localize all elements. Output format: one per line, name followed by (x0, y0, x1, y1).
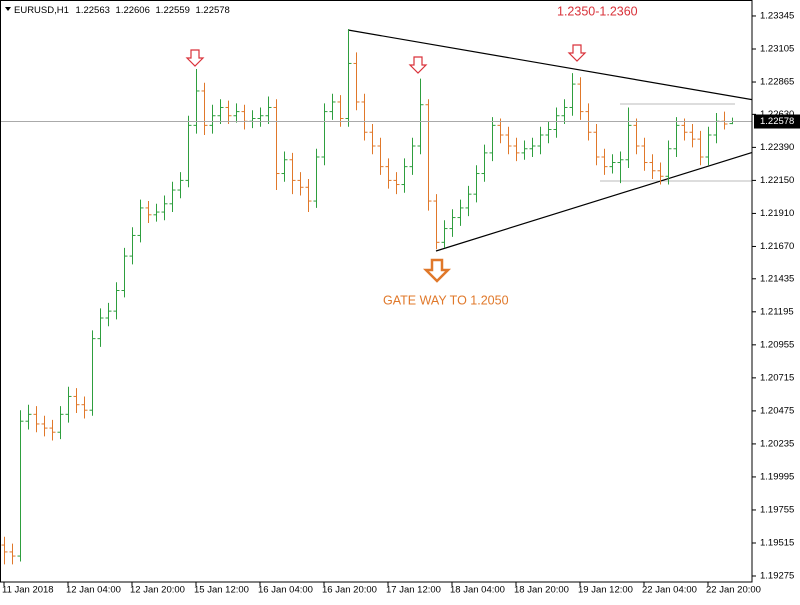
y-tick-label: 1.21670 (760, 241, 794, 252)
high: 1.22606 (116, 5, 150, 16)
x-tick-label: 22 Jan 20:00 (706, 585, 761, 596)
arrows (185, 44, 587, 74)
close: 1.22578 (196, 5, 230, 16)
y-tick-label: 1.19515 (760, 538, 794, 549)
y-tick-label: 1.19755 (760, 504, 794, 515)
x-tick-label: 12 Jan 04:00 (66, 585, 121, 596)
x-tick-label: 18 Jan 20:00 (514, 585, 569, 596)
x-tick-label: 18 Jan 04:00 (450, 585, 505, 596)
y-tick-label: 1.21195 (760, 306, 794, 317)
y-tick-label: 1.22630 (760, 109, 794, 120)
annotation: GATE WAY TO 1.2050 (383, 293, 509, 307)
header: EURUSD,H1 1.22563 1.22606 1.22559 1.2257… (14, 5, 230, 16)
down-arrow (408, 56, 428, 74)
y-tick-label: 1.20955 (760, 339, 794, 350)
big-down-arrow (422, 258, 452, 283)
y-tick-label: 1.20715 (760, 372, 794, 383)
down-arrow (567, 44, 587, 62)
y-tick-label: 1.20475 (760, 405, 794, 416)
plot-border (0, 0, 753, 583)
y-tick-label: 1.22150 (760, 175, 794, 186)
trend-line (435, 151, 752, 252)
y-tick-label: 1.21435 (760, 273, 794, 284)
x-tick-label: 16 Jan 20:00 (322, 585, 377, 596)
x-tick-label: 22 Jan 04:00 (642, 585, 697, 596)
symbol: EURUSD,H1 (14, 5, 69, 16)
x-tick-label: 19 Jan 12:00 (578, 585, 633, 596)
down-arrow (185, 49, 205, 67)
y-tick-label: 1.22390 (760, 142, 794, 153)
low: 1.22559 (156, 5, 190, 16)
y-tick-label: 1.23345 (760, 10, 794, 21)
y-tick-label: 1.19275 (760, 571, 794, 582)
open: 1.22563 (76, 5, 110, 16)
plot-area (0, 29, 752, 565)
x-tick-label: 15 Jan 12:00 (194, 585, 249, 596)
x-tick-label: 16 Jan 04:00 (258, 585, 313, 596)
annotation: 1.2350-1.2360 (557, 4, 638, 18)
header-icon (5, 7, 11, 11)
x-tick-label: 11 Jan 2018 (2, 585, 54, 596)
x-tick-label: 17 Jan 12:00 (386, 585, 441, 596)
y-tick-label: 1.21910 (760, 208, 794, 219)
y-tick-label: 1.22865 (760, 77, 794, 88)
x-tick-label: 12 Jan 20:00 (130, 585, 185, 596)
y-tick-label: 1.23105 (760, 44, 794, 55)
y-tick-label: 1.20235 (760, 438, 794, 449)
price-label: 1.22578 (760, 116, 794, 127)
price-box (754, 114, 800, 129)
y-tick-label: 1.19995 (760, 471, 794, 482)
trend-line (347, 29, 752, 101)
